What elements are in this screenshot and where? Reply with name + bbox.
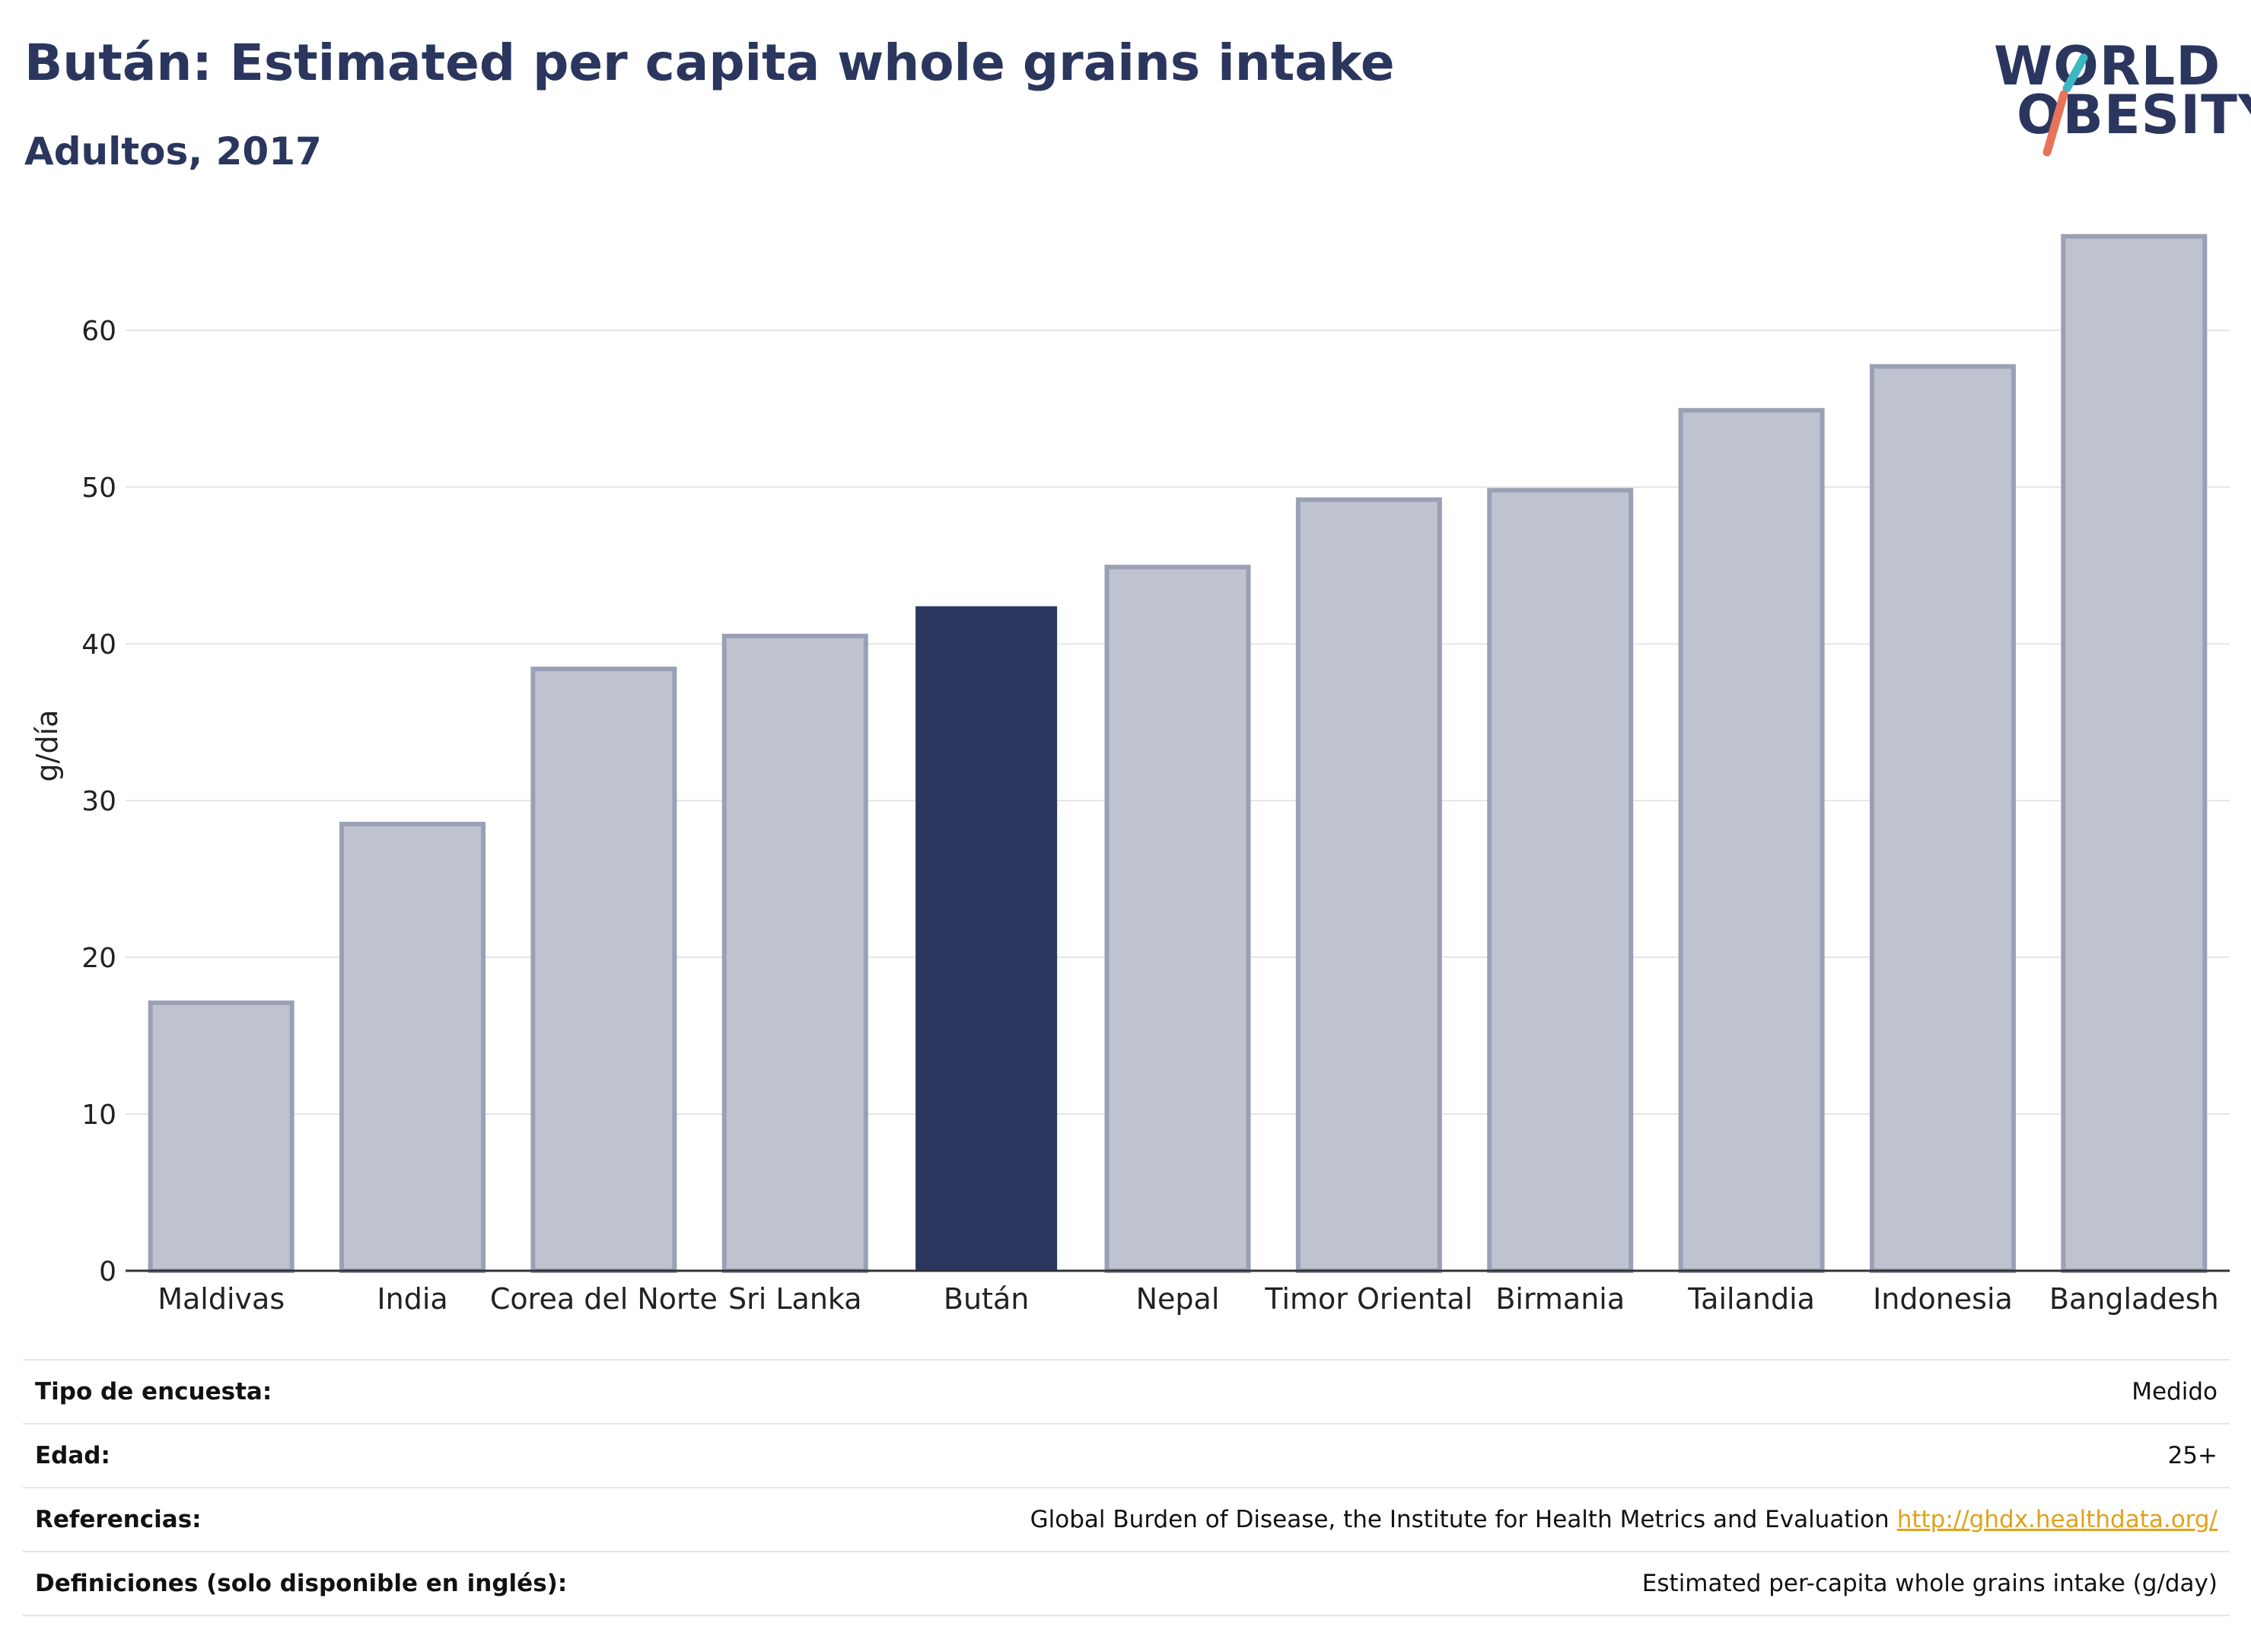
meta-value-references: Global Burden of Disease, the Institute …: [1030, 1506, 2230, 1533]
meta-key: Referencias:: [35, 1506, 202, 1533]
x-tick-label: Bangladesh: [2049, 1282, 2219, 1316]
bar: [1487, 488, 1634, 1273]
y-tick-label: 60: [81, 316, 116, 347]
bar: [1104, 565, 1251, 1273]
bar: [721, 633, 868, 1273]
meta-value: Estimated per-capita whole grains intake…: [1641, 1570, 2218, 1597]
bars: [148, 234, 2208, 1274]
y-tick-label: 0: [99, 1256, 116, 1288]
logo-slash-icon: [2042, 53, 2088, 157]
bar: [148, 1000, 295, 1273]
meta-value: Medido: [2132, 1378, 2218, 1405]
y-tick-label: 50: [81, 473, 116, 504]
y-axis-label: g/día: [30, 710, 64, 782]
chart-title: Bután: Estimated per capita whole grains…: [24, 33, 1395, 92]
meta-key: Edad:: [35, 1442, 110, 1469]
meta-key: Tipo de encuesta:: [35, 1378, 272, 1405]
bar: [1295, 497, 1442, 1273]
x-tick-label: Indonesia: [1873, 1282, 2013, 1316]
x-tick-label: Bután: [944, 1282, 1029, 1316]
bar-highlight: [915, 606, 1058, 1271]
bar: [1678, 408, 1825, 1273]
y-tick-label: 40: [81, 629, 116, 660]
x-axis-labels: Maldivas India Corea del Norte Sri Lanka But…: [158, 1282, 2218, 1316]
meta-row-survey-type: Tipo de encuesta: Medido: [23, 1359, 2230, 1423]
logo-line-world: WORLD: [1994, 35, 2221, 97]
x-tick-label: Birmania: [1495, 1282, 1625, 1316]
y-tick-label: 20: [81, 943, 116, 974]
x-tick-label: Corea del Norte: [490, 1282, 718, 1316]
meta-row-references: Referencias: Global Burden of Disease, t…: [23, 1487, 2230, 1551]
x-tick-label: Sri Lanka: [728, 1282, 862, 1316]
meta-row-definitions: Definiciones (solo disponible en inglés)…: [23, 1551, 2230, 1616]
x-tick-label: Nepal: [1136, 1282, 1220, 1316]
bar: [2061, 234, 2208, 1273]
x-tick-label: Tailandia: [1687, 1282, 1815, 1316]
reference-link[interactable]: http://ghdx.healthdata.org/: [1896, 1506, 2218, 1533]
reference-text: Global Burden of Disease, the Institute …: [1030, 1506, 1890, 1533]
meta-key: Definiciones (solo disponible en inglés)…: [35, 1570, 568, 1597]
bar-chart: 0 10 20 30 40 50 60 Maldivas India Corea del Nor…: [30, 234, 2230, 1316]
bar: [530, 667, 677, 1273]
y-tick-label: 10: [81, 1100, 116, 1131]
meta-row-age: Edad: 25+: [23, 1423, 2230, 1487]
world-obesity-logo: WORLD OBESITY: [1979, 30, 2251, 160]
x-tick-label: India: [377, 1282, 447, 1316]
metadata-table: Tipo de encuesta: Medido Edad: 25+ Refer…: [23, 1359, 2230, 1616]
y-tick-label: 30: [81, 786, 116, 817]
chart-subtitle: Adultos, 2017: [24, 129, 322, 173]
bar: [339, 821, 486, 1274]
y-axis-ticks: 0 10 20 30 40 50 60: [81, 316, 116, 1288]
x-tick-label: Timor Oriental: [1264, 1282, 1473, 1316]
x-tick-label: Maldivas: [158, 1282, 285, 1316]
meta-value: 25+: [2167, 1442, 2218, 1469]
bar: [1869, 364, 2016, 1273]
